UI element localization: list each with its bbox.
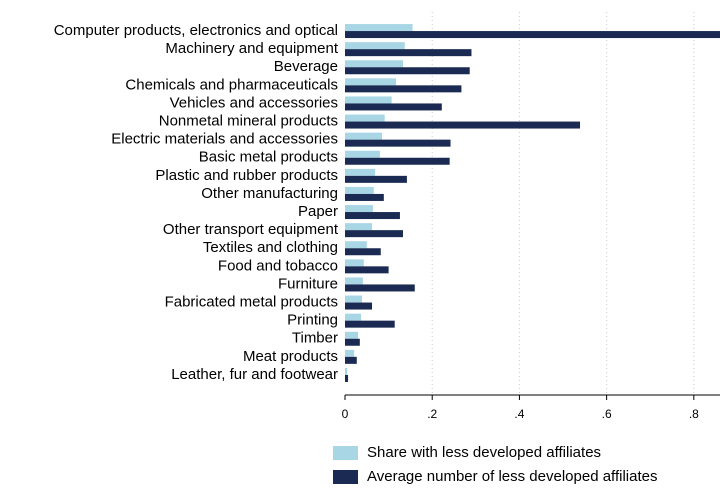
y-tick-label: Other transport equipment — [163, 221, 339, 238]
y-tick-label: Paper — [298, 203, 338, 220]
bar — [345, 114, 385, 122]
bar — [345, 49, 472, 57]
bar — [345, 150, 380, 158]
y-tick-label: Timber — [292, 330, 338, 347]
bars — [345, 24, 720, 382]
bar — [345, 103, 442, 111]
x-tick-label: .6 — [602, 407, 612, 421]
bar — [345, 230, 403, 238]
bar — [345, 186, 374, 194]
y-tick-label: Fabricated metal products — [165, 294, 338, 311]
y-tick-label: Computer products, electronics and optic… — [54, 22, 338, 39]
bar — [345, 175, 407, 183]
bar — [345, 295, 363, 303]
y-tick-label: Meat products — [243, 348, 338, 365]
bar — [345, 168, 376, 176]
legend-swatch — [333, 446, 358, 460]
bar — [345, 78, 397, 86]
y-tick-label: Vehicles and accessories — [170, 94, 338, 111]
y-tick-label: Furniture — [278, 275, 338, 292]
bar — [345, 302, 373, 310]
bar — [345, 96, 392, 104]
y-tick-label: Leather, fur and footwear — [171, 366, 338, 383]
bar — [345, 374, 349, 382]
bar — [345, 193, 384, 201]
bar — [345, 67, 470, 75]
bar — [345, 284, 415, 292]
bar — [345, 266, 389, 274]
bar — [345, 338, 360, 346]
y-tick-label: Textiles and clothing — [203, 239, 338, 256]
y-tick-label: Beverage — [274, 58, 338, 75]
bar — [345, 259, 364, 267]
y-tick-label: Printing — [287, 312, 338, 329]
x-tick-label: .8 — [689, 407, 699, 421]
bar — [345, 331, 359, 339]
bar — [345, 60, 403, 68]
bar — [345, 85, 462, 93]
x-tick-label: .4 — [514, 407, 524, 421]
y-tick-label: Basic metal products — [199, 149, 338, 166]
y-tick-label: Machinery and equipment — [165, 40, 338, 57]
bar — [345, 31, 720, 39]
bar — [345, 42, 405, 50]
legend-swatch — [333, 470, 358, 484]
legend-label: Share with less developed affiliates — [367, 444, 601, 461]
bar — [345, 356, 357, 364]
y-tick-label: Electric materials and accessories — [111, 131, 338, 148]
y-tick-label: Chemicals and pharmaceuticals — [125, 76, 338, 93]
bar — [345, 139, 451, 147]
bar — [345, 157, 450, 165]
y-tick-label: Other manufacturing — [201, 185, 338, 202]
bar — [345, 367, 348, 375]
bar — [345, 24, 413, 32]
bar — [345, 205, 373, 213]
bar — [345, 121, 581, 129]
bar — [345, 212, 400, 220]
bar — [345, 241, 367, 249]
bar — [345, 313, 362, 321]
bar — [345, 349, 355, 357]
y-tick-label: Plastic and rubber products — [155, 167, 338, 184]
labels: 0 .2 .4 .6 .8 Computer products, electronics … — [54, 22, 699, 485]
bar — [345, 223, 373, 231]
x-tick-label: .2 — [427, 407, 437, 421]
bar — [345, 132, 383, 140]
legend-label: Average number of less developed affilia… — [367, 468, 657, 485]
x-tick-label: 0 — [342, 407, 349, 421]
bar — [345, 277, 363, 285]
bar — [345, 248, 381, 256]
y-tick-label: Food and tobacco — [218, 257, 338, 274]
bar — [345, 320, 395, 328]
y-tick-label: Nonmetal mineral products — [159, 113, 338, 130]
grid — [344, 12, 720, 400]
